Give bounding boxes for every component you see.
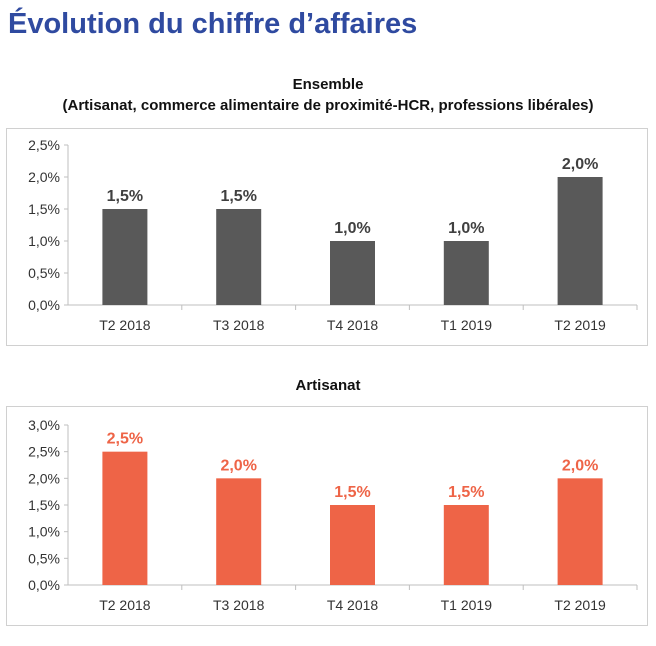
chart-1-y-tick-label: 0,5% (28, 265, 60, 281)
chart-2-value-label: 2,0% (220, 457, 256, 474)
chart-2-bar-4 (557, 478, 603, 585)
chart-2-bar-0 (102, 451, 148, 585)
chart-1-value-label: 1,0% (448, 220, 484, 237)
chart-1-x-tick-label: T2 2018 (99, 317, 151, 333)
chart-2-y-tick-label: 0,5% (28, 550, 60, 566)
chart-1-plot: 0,0% 0,5% 1,0% 1,5% 2,0% 2,5% 1,5% T2 2018 1,5% T… (28, 137, 638, 333)
chart-1-value-label: 2,0% (562, 156, 598, 173)
chart-2-title: Artisanat (295, 377, 361, 394)
chart-1-value-label: 1,0% (334, 220, 370, 237)
chart-2-y-tick-label: 1,0% (28, 524, 60, 540)
chart-2-x-tick-label: T4 2018 (327, 597, 379, 613)
chart-2-x-tick-label: T2 2018 (99, 597, 151, 613)
chart-2-x-tick-label: T1 2019 (441, 597, 493, 613)
chart-2-value-label: 1,5% (448, 484, 484, 501)
chart-2-bar-3 (443, 505, 489, 585)
chart-1-x-tick-label: T3 2018 (213, 317, 265, 333)
chart-1-x-tick-label: T2 2019 (554, 317, 606, 333)
chart-1-x-tick-label: T4 2018 (327, 317, 379, 333)
chart-1-title: Ensemble (292, 76, 364, 93)
chart-1-x-tick-label: T1 2019 (441, 317, 493, 333)
chart-1-heading: Ensemble (Artisanat, commerce alimentair… (0, 74, 656, 116)
chart-1-y-tick-label: 0,0% (28, 297, 60, 313)
chart-1-bar-3 (443, 241, 489, 305)
chart-1-value-label: 1,5% (107, 188, 143, 205)
chart-1-y-tick-label: 2,0% (28, 169, 60, 185)
chart-2-value-label: 2,0% (562, 457, 598, 474)
chart-2-value-label: 1,5% (334, 484, 370, 501)
chart-1-bar-4 (557, 177, 603, 305)
chart-1-y-tick-label: 1,5% (28, 201, 60, 217)
chart-1-frame: 0,0% 0,5% 1,0% 1,5% 2,0% 2,5% 1,5% T2 2018 1,5% T… (6, 128, 648, 346)
chart-1-value-label: 1,5% (220, 188, 256, 205)
chart-2-x-tick-label: T2 2019 (554, 597, 606, 613)
chart-2-plot: 0,0% 0,5% 1,0% 1,5% 2,0% 2,5% 3,0% 2,5% T2 2018 2… (28, 417, 638, 613)
chart-1-bar-2 (330, 241, 375, 305)
chart-2-y-tick-label: 3,0% (28, 417, 60, 433)
chart-2-bar-1 (216, 478, 262, 585)
page-title: Évolution du chiffre d’affaires (8, 8, 418, 40)
chart-2-heading: Artisanat (0, 375, 656, 396)
chart-2-y-tick-label: 2,5% (28, 444, 60, 460)
chart-1-subtitle: (Artisanat, commerce alimentaire de prox… (62, 97, 594, 114)
chart-1-bar-1 (216, 209, 262, 305)
chart-2-y-tick-label: 0,0% (28, 577, 60, 593)
chart-1-y-tick-label: 2,5% (28, 137, 60, 153)
chart-2-frame: 0,0% 0,5% 1,0% 1,5% 2,0% 2,5% 3,0% 2,5% T2 2018 2… (6, 406, 648, 626)
chart-2-value-label: 2,5% (107, 431, 143, 448)
chart-2-bar-2 (330, 505, 375, 585)
chart-2-x-tick-label: T3 2018 (213, 597, 265, 613)
chart-1-y-tick-label: 1,0% (28, 233, 60, 249)
chart-1-bar-0 (102, 209, 148, 305)
chart-2-y-tick-label: 1,5% (28, 497, 60, 513)
chart-2-y-tick-label: 2,0% (28, 470, 60, 486)
